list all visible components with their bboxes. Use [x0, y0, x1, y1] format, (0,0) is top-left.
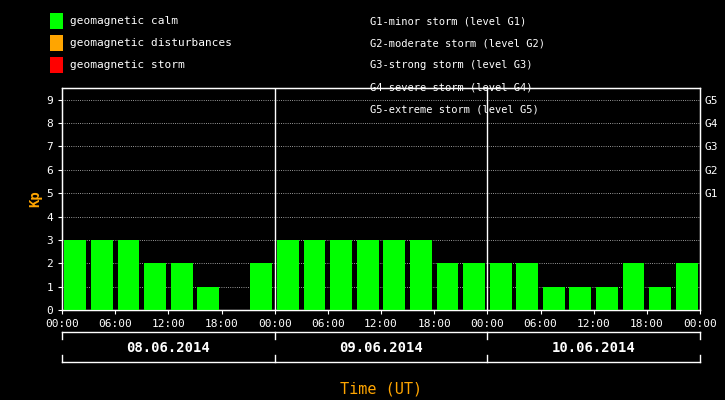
Bar — [436, 263, 458, 310]
Bar — [117, 240, 139, 310]
Bar — [330, 240, 352, 310]
Bar — [144, 263, 166, 310]
Bar — [569, 287, 592, 310]
Bar — [676, 263, 697, 310]
Bar — [357, 240, 378, 310]
Text: geomagnetic calm: geomagnetic calm — [70, 16, 178, 26]
Bar — [623, 263, 645, 310]
Bar — [170, 263, 193, 310]
Text: G3-strong storm (level G3): G3-strong storm (level G3) — [370, 60, 532, 70]
Bar — [65, 240, 86, 310]
Bar — [304, 240, 326, 310]
Text: G4-severe storm (level G4): G4-severe storm (level G4) — [370, 82, 532, 92]
Bar — [489, 263, 512, 310]
Bar — [91, 240, 113, 310]
Bar — [277, 240, 299, 310]
Text: 08.06.2014: 08.06.2014 — [126, 341, 210, 355]
Text: 10.06.2014: 10.06.2014 — [552, 341, 636, 355]
Bar — [596, 287, 618, 310]
Text: G2-moderate storm (level G2): G2-moderate storm (level G2) — [370, 38, 544, 48]
Text: 09.06.2014: 09.06.2014 — [339, 341, 423, 355]
Bar — [250, 263, 273, 310]
Bar — [410, 240, 432, 310]
Text: geomagnetic storm: geomagnetic storm — [70, 60, 185, 70]
Text: G5-extreme storm (level G5): G5-extreme storm (level G5) — [370, 104, 539, 114]
Text: G1-minor storm (level G1): G1-minor storm (level G1) — [370, 16, 526, 26]
Bar — [384, 240, 405, 310]
Text: Time (UT): Time (UT) — [340, 381, 422, 396]
Bar — [649, 287, 671, 310]
Bar — [543, 287, 565, 310]
Bar — [463, 263, 485, 310]
Bar — [516, 263, 538, 310]
Text: geomagnetic disturbances: geomagnetic disturbances — [70, 38, 232, 48]
Bar — [197, 287, 219, 310]
Y-axis label: Kp: Kp — [28, 191, 42, 207]
